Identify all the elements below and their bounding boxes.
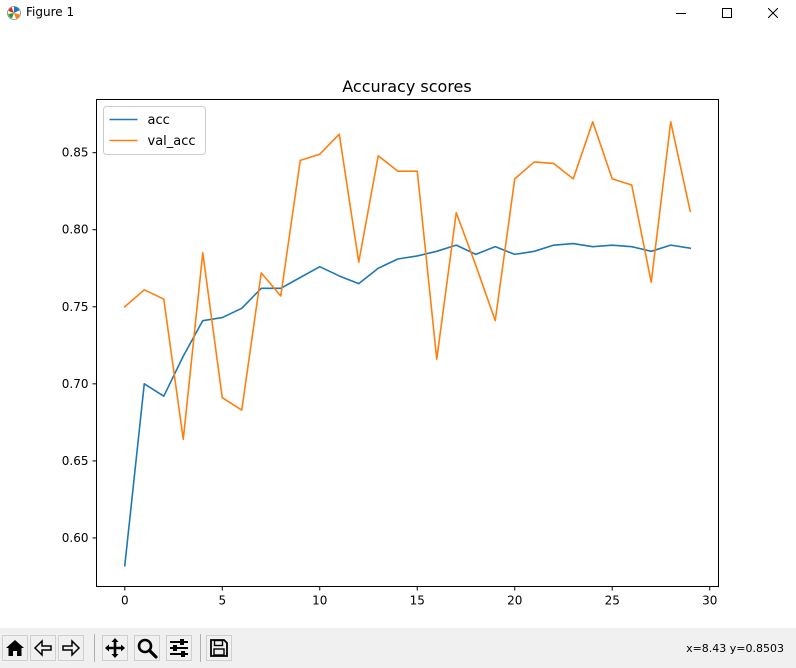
legend-box	[103, 106, 206, 155]
y-tick-label: 0.65	[62, 454, 89, 468]
plot-area-frame	[96, 99, 719, 587]
back-button[interactable]	[30, 635, 56, 661]
legend-label-acc: acc	[148, 113, 170, 128]
x-tick-label: 15	[410, 594, 425, 608]
y-tick-label: 0.80	[62, 223, 89, 237]
x-tick-label: 25	[605, 594, 620, 608]
configure-subplots-button[interactable]	[166, 635, 192, 661]
y-tick-label: 0.75	[62, 300, 89, 314]
toolbar-separator	[94, 634, 95, 662]
title-bar[interactable]: Figure 1	[0, 0, 796, 26]
x-tick-label: 20	[507, 594, 522, 608]
toolbar-separator	[200, 634, 201, 662]
series-line-val_acc	[123, 121, 692, 441]
home-icon	[6, 640, 24, 656]
home-button[interactable]	[2, 635, 28, 661]
save-icon	[210, 639, 228, 657]
x-tick-label: 30	[702, 594, 717, 608]
pan-button[interactable]	[102, 635, 128, 661]
x-tick-label: 10	[312, 594, 327, 608]
x-tick-label: 5	[218, 594, 226, 608]
x-tick-label: 0	[121, 594, 129, 608]
y-tick-label: 0.70	[62, 377, 89, 391]
minimize-icon	[676, 13, 686, 14]
back-icon	[33, 639, 52, 657]
cursor-coordinates: x=8.43 y=0.8503	[686, 642, 784, 655]
window-title: Figure 1	[26, 5, 75, 19]
configure-subplots-icon	[170, 639, 188, 657]
close-button[interactable]	[750, 0, 796, 26]
zoom-button[interactable]	[134, 635, 160, 661]
minimize-button[interactable]	[658, 0, 704, 26]
navigation-toolbar: x=8.43 y=0.8503	[0, 628, 796, 668]
series-line-acc	[123, 242, 692, 567]
save-button[interactable]	[206, 635, 232, 661]
y-tick-label: 0.85	[62, 146, 89, 160]
y-tick-label: 0.60	[62, 531, 89, 545]
close-icon	[768, 8, 778, 18]
forward-button[interactable]	[58, 635, 84, 661]
maximize-button[interactable]	[704, 0, 750, 26]
chart: Accuracy scores 0 5 10 15 20 25 30 0.60 0.65 0.70…	[62, 77, 719, 608]
legend-label-val_acc: val_acc	[148, 134, 196, 149]
forward-icon	[62, 639, 81, 657]
zoom-icon	[137, 638, 158, 659]
pan-icon	[105, 638, 125, 658]
figure-canvas[interactable]: Accuracy scores 0 5 10 15 20 25 30 0.60 0.65 0.70…	[0, 26, 796, 628]
maximize-icon	[722, 8, 732, 18]
chart-title: Accuracy scores	[342, 77, 471, 96]
matplotlib-logo-icon	[6, 5, 22, 21]
